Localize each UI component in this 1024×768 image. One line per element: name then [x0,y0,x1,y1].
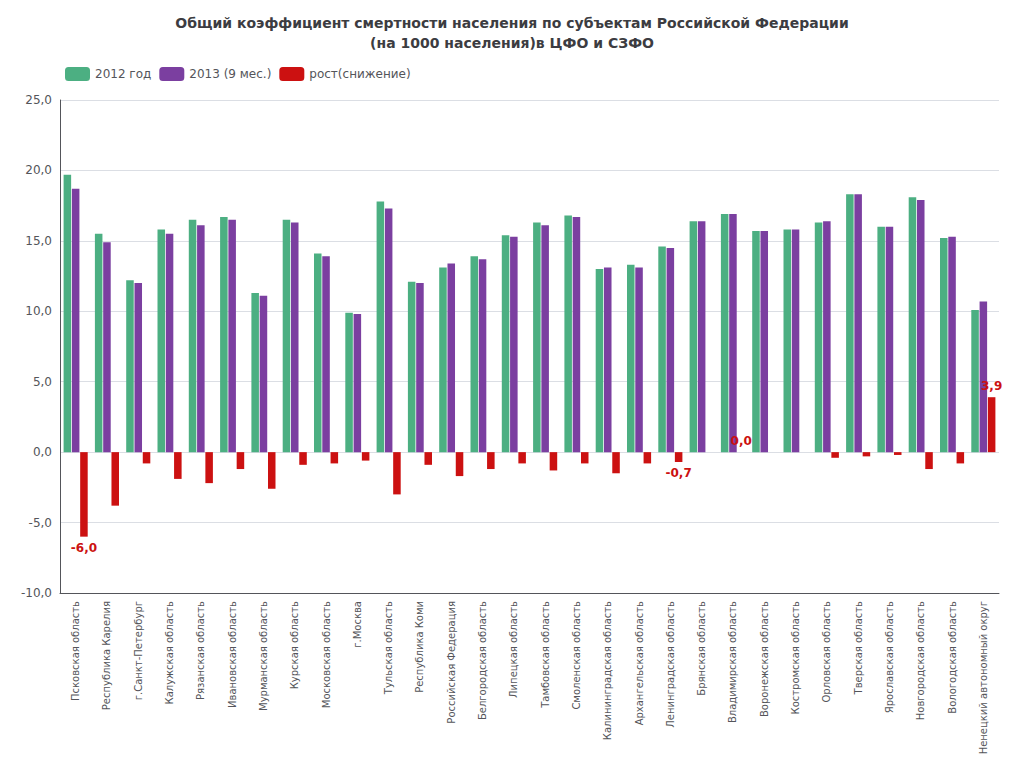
svg-text:Вологодская область: Вологодская область [947,601,958,714]
svg-text:15,0: 15,0 [25,234,52,248]
svg-text:Калининградская область: Калининградская область [602,601,613,740]
svg-text:Курская область: Курская область [289,601,300,689]
svg-text:г.Санкт-Петербург: г.Санкт-Петербург [133,601,144,700]
svg-text:Республика Карелия: Республика Карелия [101,601,112,710]
svg-text:Костромская область: Костромская область [790,601,801,715]
svg-text:Российская Федерация: Российская Федерация [446,601,457,724]
svg-text:Липецкая область: Липецкая область [508,601,519,698]
svg-text:Владимирская область: Владимирская область [727,601,738,723]
svg-text:рост(снижение): рост(снижение) [309,67,410,81]
svg-text:Белгородская область: Белгородская область [477,601,488,720]
svg-text:10,0: 10,0 [25,304,52,318]
svg-text:20,0: 20,0 [25,163,52,177]
svg-text:(на 1000 населения)в ЦФО и СЗФ: (на 1000 населения)в ЦФО и СЗФО [370,35,654,51]
svg-text:Мурманская область: Мурманская область [258,601,269,711]
svg-text:Архангельская область: Архангельская область [634,601,645,725]
svg-text:Тамбовская область: Тамбовская область [540,601,551,709]
svg-text:г.Москва: г.Москва [352,601,363,648]
svg-text:-0,7: -0,7 [666,466,692,480]
svg-text:Республика Коми: Республика Коми [414,601,425,693]
svg-text:2012 год: 2012 год [95,67,151,81]
svg-text:Рязанская область: Рязанская область [195,601,206,700]
svg-text:Ярославская область: Ярославская область [884,601,895,713]
svg-text:Брянская область: Брянская область [696,601,707,696]
svg-text:-5,0: -5,0 [29,516,52,530]
svg-text:Новгородская область: Новгородская область [915,601,926,720]
svg-text:Калужская область: Калужская область [164,601,175,705]
svg-text:Ивановская область: Ивановская область [227,601,238,708]
svg-text:Общий коэффициент смертности н: Общий коэффициент смертности населения п… [175,15,848,31]
svg-text:25,0: 25,0 [25,93,52,107]
svg-text:Псковская область: Псковская область [70,601,81,701]
svg-text:-6,0: -6,0 [71,541,97,555]
svg-text:Смоленская область: Смоленская область [571,601,582,710]
svg-text:Воронежская область: Воронежская область [759,601,770,717]
svg-text:Ленинградская область: Ленинградская область [665,601,676,728]
svg-text:Ненецкий автономный округ: Ненецкий автономный округ [978,601,989,754]
svg-text:Тверская область: Тверская область [853,601,864,695]
svg-text:2013 (9 мес.): 2013 (9 мес.) [189,67,271,81]
svg-text:5,0: 5,0 [33,375,52,389]
svg-text:-10,0: -10,0 [21,586,52,600]
svg-text:0,0: 0,0 [33,445,52,459]
svg-text:0,0: 0,0 [731,434,752,448]
svg-text:Тульская область: Тульская область [383,601,394,695]
svg-text:Орловская область: Орловская область [821,601,832,703]
svg-text:Московская область: Московская область [321,601,332,708]
svg-text:3,9: 3,9 [981,379,1002,393]
